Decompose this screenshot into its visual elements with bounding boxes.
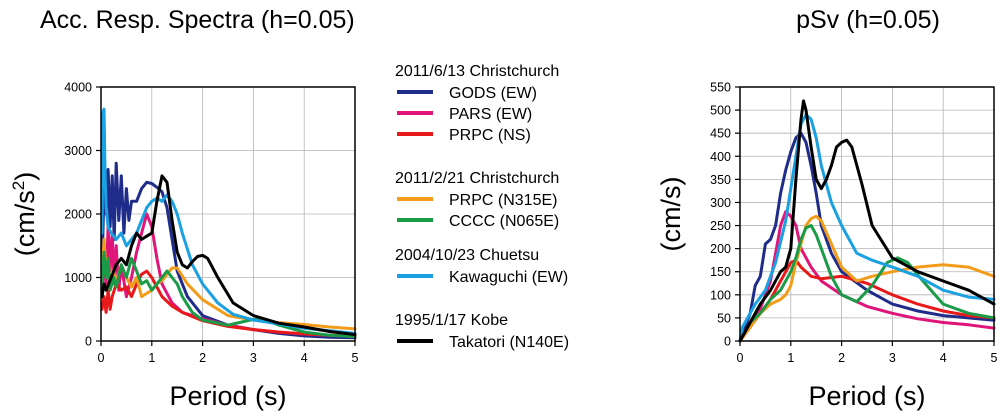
psv-ytick-label: 250 — [710, 219, 731, 233]
acc-series-kawaguchi-ew — [100, 107, 357, 335]
acc-xtick-label: 0 — [98, 351, 105, 365]
psv-ytick-label: 50 — [717, 311, 731, 325]
acc-ytick-label: 0 — [85, 335, 92, 349]
acc-ytick-label: 4000 — [64, 81, 92, 95]
legend-item-label: Takatori (N140E) — [449, 334, 569, 351]
acc-xtick-label: 3 — [250, 351, 257, 365]
psv-ytick-label: 500 — [710, 104, 731, 118]
psv-ytick-label: 150 — [710, 265, 731, 279]
psv-series-prpc-n315e — [738, 214, 996, 343]
acc-ytick-label: 1000 — [64, 271, 92, 285]
legend-item-label: PARS (EW) — [449, 106, 532, 123]
legend-group-heading: 1995/1/17 Kobe — [395, 312, 508, 329]
psv-series-gods-ew — [738, 131, 996, 343]
legend-group-heading: 2011/6/13 Christchurch — [395, 63, 559, 80]
psv-plot-frame — [739, 86, 995, 342]
legend: 2011/6/13 Christchurch GODS (EW) PARS (EW)… — [395, 63, 569, 351]
legend-item-label: Kawaguchi (EW) — [449, 269, 568, 286]
acc-ylabel-sup: 2 — [9, 181, 28, 190]
psv-ytick-label: 0 — [724, 335, 731, 349]
psv-xtick-label: 1 — [787, 351, 794, 365]
acc-ytick-label: 3000 — [64, 144, 92, 158]
legend-group-heading: 2011/2/21 Christchurch — [395, 170, 559, 187]
acc-ylabel-tail: ) — [10, 172, 40, 181]
psv-chart: pSv (h=0.05) 0 1 2 3 4 5050100150200250300350… — [656, 6, 998, 411]
psv-ytick-label: 100 — [710, 288, 731, 302]
acc-series-group — [100, 107, 357, 340]
acc-series-takatori-n140e — [100, 174, 357, 337]
psv-ytick-label: 300 — [710, 196, 731, 210]
acc-xtick-label: 1 — [148, 351, 155, 365]
acc-ytick-label: 2000 — [64, 208, 92, 222]
psv-xlabel: Period (s) — [808, 381, 925, 411]
acc-xtick-label: 4 — [301, 351, 308, 365]
acc-series-prpc-ns — [100, 269, 357, 338]
acc-xlabel: Period (s) — [169, 381, 286, 411]
psv-xtick-label: 0 — [737, 351, 744, 365]
psv-xtick-label: 5 — [991, 351, 998, 365]
psv-ytick-label: 350 — [710, 173, 731, 187]
legend-item-label: PRPC (NS) — [449, 127, 531, 144]
acc-xtick-label: 2 — [199, 351, 206, 365]
acc-chart-title: Acc. Resp. Spectra (h=0.05) — [40, 6, 355, 34]
acc-ylabel-main: (cm/s — [10, 190, 40, 256]
legend-item-label: PRPC (N315E) — [449, 192, 557, 209]
acc-ticks: 0 1 2 3 4 5 0 1000 2000 3000 4000 — [64, 81, 358, 366]
legend-item-label: CCCC (N065E) — [449, 213, 559, 230]
legend-group-heading: 2004/10/23 Chuetsu — [395, 247, 539, 264]
psv-ytick-label: 450 — [710, 127, 731, 141]
legend-item-label: GODS (EW) — [449, 85, 537, 102]
psv-xtick-label: 3 — [889, 351, 896, 365]
psv-series-group — [738, 99, 996, 343]
psv-series-kawaguchi-ew — [738, 113, 996, 343]
psv-ylabel: (cm/s) — [656, 177, 686, 252]
psv-chart-title: pSv (h=0.05) — [796, 6, 940, 34]
acc-ylabel: (cm/s2) — [9, 172, 40, 256]
psv-ytick-label: 200 — [710, 242, 731, 256]
psv-xtick-label: 2 — [838, 351, 845, 365]
acc-chart: Acc. Resp. Spectra (h=0.05) 0 1 2 3 4 5 0 1000 2… — [9, 6, 359, 411]
psv-ytick-label: 400 — [710, 150, 731, 164]
psv-xtick-label: 4 — [940, 351, 947, 365]
acc-xtick-label: 5 — [352, 351, 359, 365]
psv-series-takatori-n140e — [738, 99, 996, 343]
psv-ytick-label: 550 — [710, 81, 731, 95]
